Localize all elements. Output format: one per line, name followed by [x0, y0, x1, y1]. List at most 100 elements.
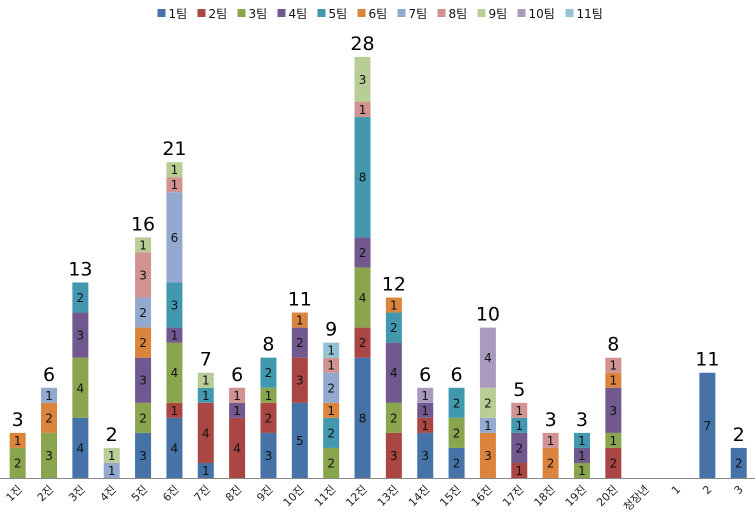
bar-segment	[229, 417, 246, 478]
segment-value-label: 2	[14, 456, 22, 470]
segment-value-label: 2	[327, 381, 335, 395]
bar-segment	[166, 417, 183, 478]
segment-value-label: 1	[610, 374, 618, 388]
segment-value-label: 2	[77, 291, 85, 305]
bar-segment	[417, 387, 434, 403]
total-label: 28	[350, 33, 374, 55]
x-tick-label: 2진	[35, 483, 56, 504]
segment-value-label: 2	[484, 396, 492, 410]
legend-swatch	[277, 9, 286, 17]
bar-segment	[573, 462, 590, 478]
bar-segment	[511, 417, 528, 433]
bar-segment	[542, 447, 559, 478]
bar-segment	[135, 357, 152, 403]
x-tick-label: 11진	[312, 483, 338, 509]
total-label: 3	[545, 409, 557, 431]
bar-segment	[135, 327, 152, 358]
segment-value-label: 1	[202, 464, 210, 478]
segment-value-label: 3	[296, 374, 304, 388]
segment-value-label: 1	[421, 389, 429, 403]
segment-value-label: 4	[359, 291, 367, 305]
segment-value-label: 2	[359, 246, 367, 260]
bar-segment	[72, 357, 89, 418]
total-label: 2	[106, 424, 118, 446]
bar-segment	[699, 372, 716, 478]
total-label: 3	[576, 409, 588, 431]
bar-segment	[385, 297, 402, 313]
bar-segment	[9, 447, 26, 478]
x-tick-label: 9진	[254, 483, 275, 504]
bar-segment	[229, 402, 246, 418]
total-label: 6	[451, 364, 463, 386]
bar-segment	[417, 402, 434, 418]
segment-value-label: 1	[296, 314, 304, 328]
segment-value-label: 3	[610, 404, 618, 418]
x-tick-label: 6진	[160, 483, 181, 504]
bar-segment	[135, 252, 152, 298]
legend-label: 11팀	[577, 7, 603, 21]
segment-value-label: 2	[296, 336, 304, 350]
bar-segment	[260, 387, 277, 403]
bar-segment	[573, 447, 590, 463]
bar-segment	[135, 237, 152, 253]
bar-segment	[103, 447, 120, 463]
segment-value-label: 4	[233, 441, 241, 455]
segment-value-label: 1	[233, 389, 241, 403]
x-tick-label: 5진	[129, 483, 150, 504]
segment-value-label: 2	[390, 411, 398, 425]
segment-value-label: 2	[139, 411, 147, 425]
segment-value-label: 3	[171, 299, 179, 313]
segment-value-label: 1	[578, 449, 586, 463]
legend-label: 2팀	[209, 7, 228, 21]
bar-segment	[354, 117, 371, 238]
x-tick-label: 14진	[406, 483, 432, 509]
segment-value-label: 4	[77, 381, 85, 395]
legend-label: 6팀	[369, 7, 388, 21]
bar-segment	[260, 357, 277, 388]
segment-value-label: 2	[327, 456, 335, 470]
bar-segment	[417, 417, 434, 433]
segment-value-label: 2	[139, 336, 147, 350]
bar-segment	[197, 402, 214, 463]
total-label: 9	[325, 319, 337, 341]
bar-segment	[260, 402, 277, 433]
segment-value-label: 6	[171, 231, 179, 245]
segment-value-label: 2	[610, 456, 618, 470]
x-tick-label: 10진	[281, 483, 307, 509]
x-tick-label: 15진	[437, 483, 463, 509]
bar-segment	[323, 447, 340, 478]
bar-segment	[354, 327, 371, 358]
segment-value-label: 4	[390, 366, 398, 380]
bar-segment	[479, 387, 496, 418]
segment-value-label: 3	[139, 449, 147, 463]
x-tick-label: 2	[700, 483, 714, 497]
bar-segment	[166, 342, 183, 403]
bar-segment	[291, 312, 308, 328]
segment-value-label: 3	[390, 449, 398, 463]
bar-segment	[72, 312, 89, 358]
segment-value-label: 1	[14, 434, 22, 448]
bar-segment	[135, 432, 152, 478]
x-tick-label: 19진	[563, 483, 589, 509]
bar-segment	[354, 267, 371, 328]
legend-label: 3팀	[249, 7, 268, 21]
segment-value-label: 3	[484, 449, 492, 463]
legend-label: 8팀	[449, 7, 468, 21]
segment-value-label: 8	[359, 171, 367, 185]
segment-value-label: 3	[77, 329, 85, 343]
segment-value-label: 3	[139, 268, 147, 282]
segment-value-label: 2	[547, 456, 555, 470]
legend-swatch	[477, 9, 486, 17]
x-tick-label: 12진	[343, 483, 369, 509]
total-label: 11	[695, 349, 719, 371]
segment-value-label: 1	[359, 103, 367, 117]
bars: 2133216443213112323223116414136112114117…	[9, 33, 747, 478]
segment-value-label: 1	[108, 449, 116, 463]
total-label: 12	[382, 274, 406, 296]
segment-value-label: 2	[265, 366, 273, 380]
segment-value-label: 2	[515, 441, 523, 455]
bar-segment	[166, 402, 183, 418]
bar-segment	[291, 357, 308, 403]
segment-value-label: 1	[515, 404, 523, 418]
x-tick-label: 16진	[469, 483, 495, 509]
